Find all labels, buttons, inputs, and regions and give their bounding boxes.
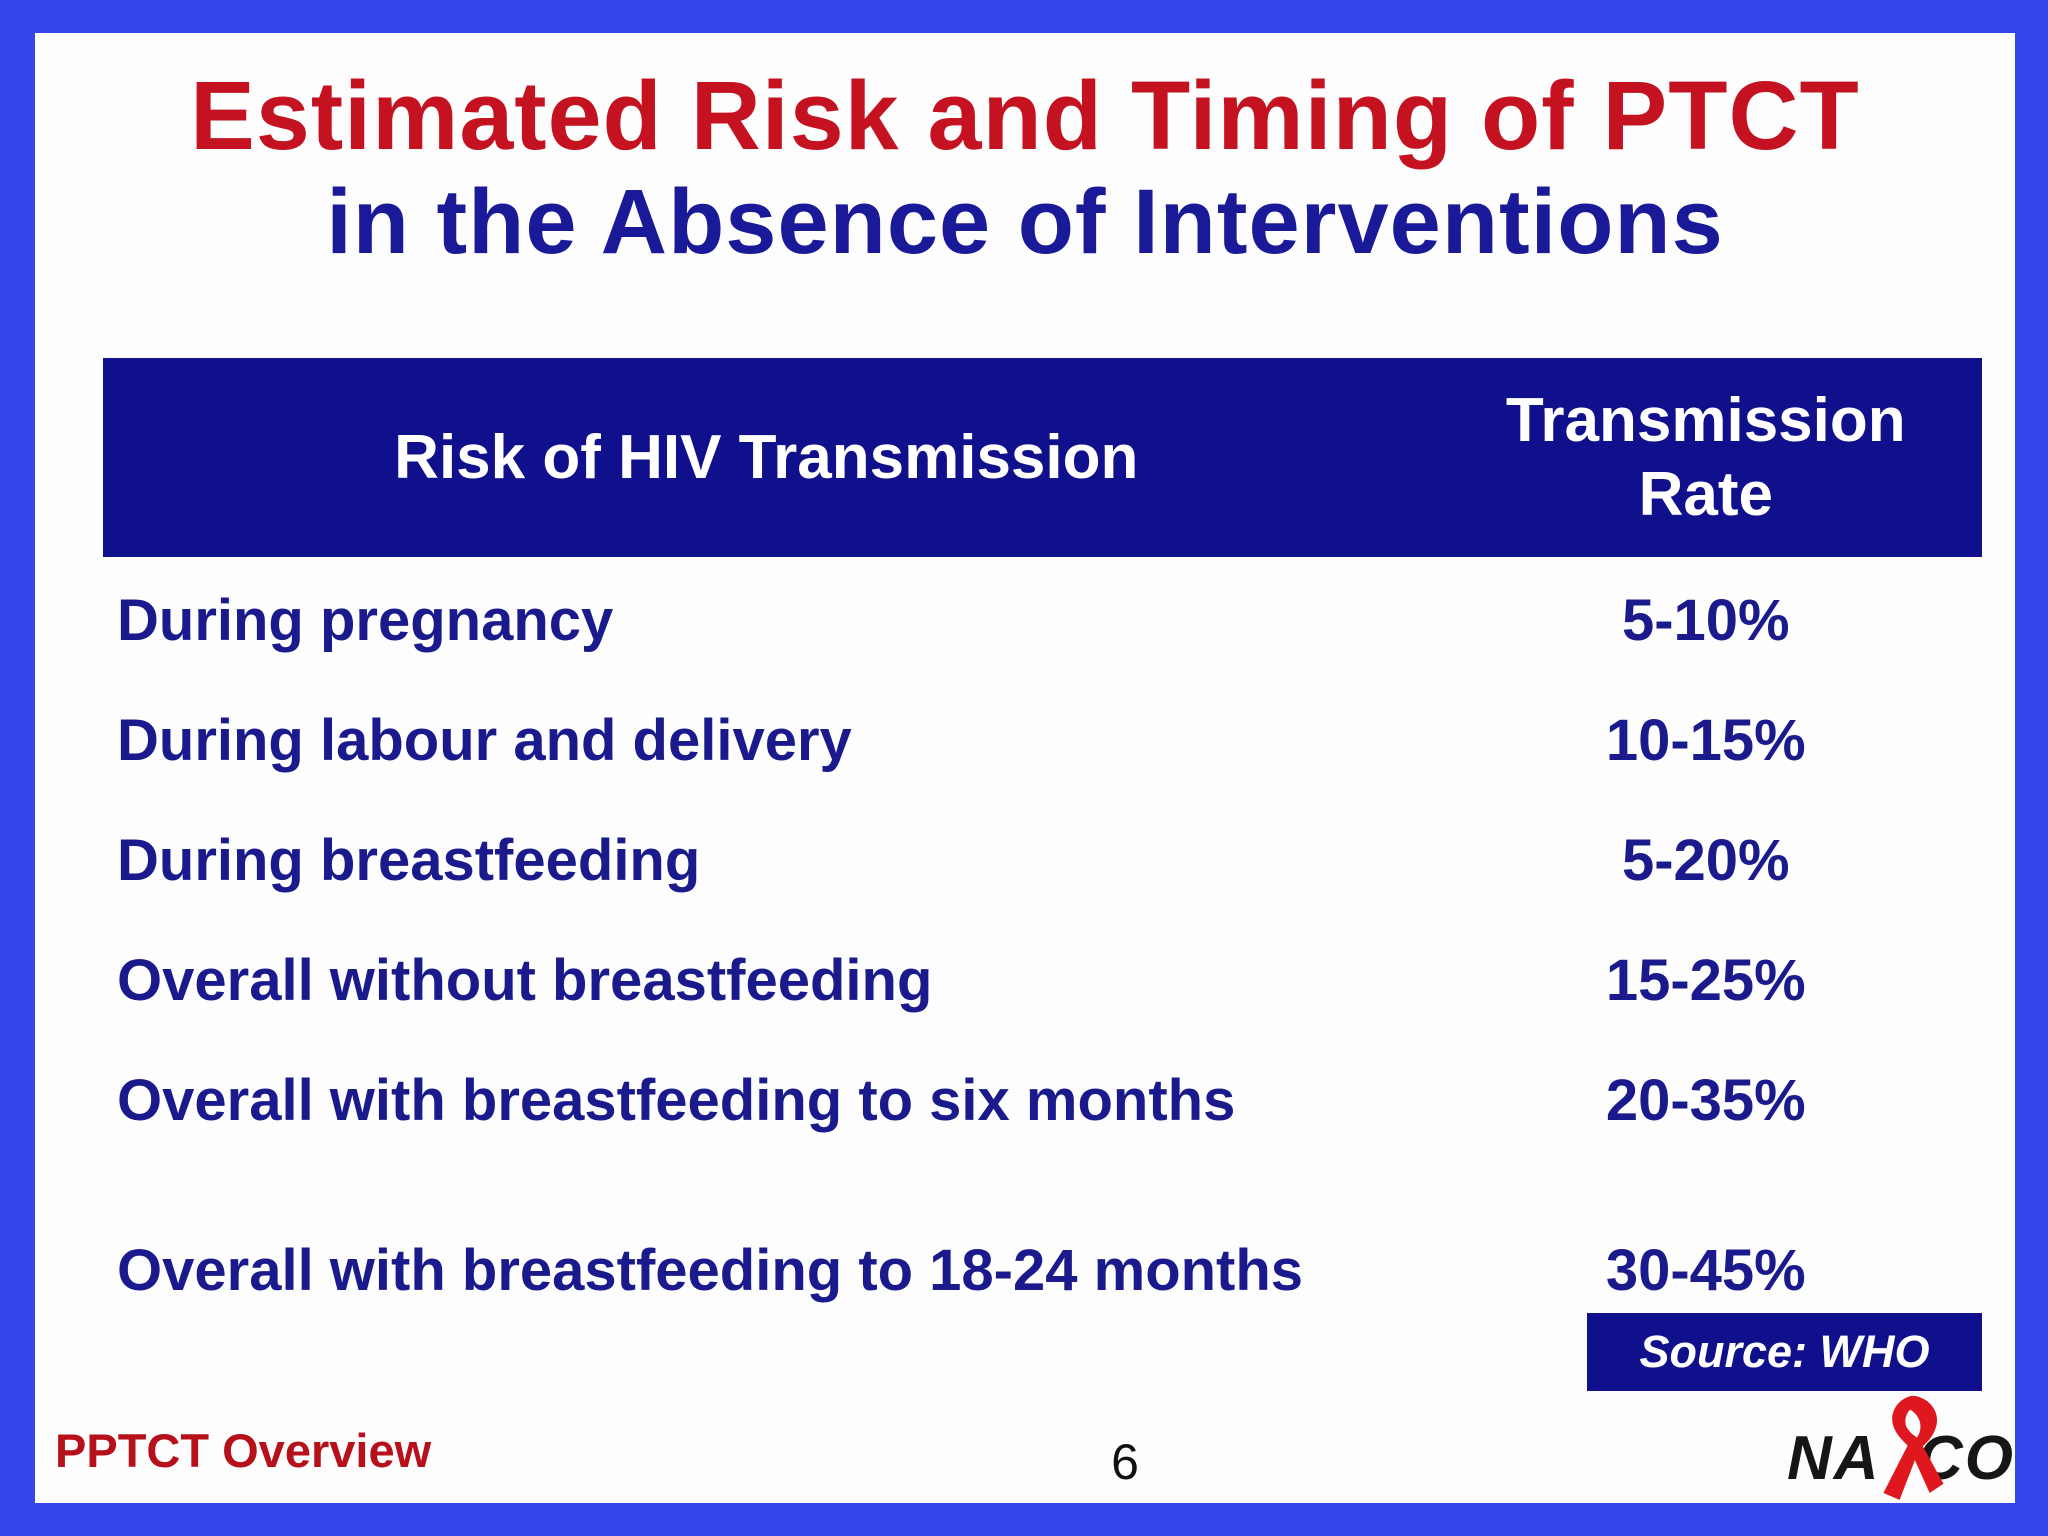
table-row: Overall with breastfeeding to six months… (103, 1040, 1982, 1160)
table-row: During pregnancy 5-10% (103, 560, 1982, 680)
footer-title: PPTCT Overview (55, 1424, 432, 1477)
table-header-rate-line1: Transmission (1505, 386, 1906, 456)
table-row-value: 10-15% (1605, 707, 1806, 773)
table-row-label: Overall with breastfeeding to 18-24 mont… (117, 1237, 1304, 1303)
table-header-bar: Risk of HIV Transmission Transmission Ra… (103, 358, 1982, 557)
table-body: During pregnancy 5-10% During labour and d… (103, 560, 1982, 1330)
slide-title: Estimated Risk and Timing of PTCT in the… (35, 61, 2015, 275)
table-row-label: During pregnancy (117, 587, 614, 653)
page-number: 6 (1111, 1434, 1139, 1490)
aids-ribbon-icon (1883, 1395, 1944, 1500)
table-row-value: 15-25% (1605, 947, 1806, 1013)
table-row-value: 5-20% (1621, 827, 1790, 893)
table-row: During labour and delivery 10-15% (103, 680, 1982, 800)
table-row-value: 30-45% (1605, 1237, 1806, 1303)
table-header-rate: Transmission Rate (1430, 358, 1982, 557)
table-row-label: Overall with breastfeeding to six months (117, 1067, 1236, 1133)
naco-logo-text-left: NA (1787, 1424, 1881, 1493)
table-row-label: During breastfeeding (117, 827, 701, 893)
table-row: Overall with breastfeeding to 18-24 mont… (103, 1210, 1982, 1330)
table-row-value: 20-35% (1605, 1067, 1806, 1133)
table-row: Overall without breastfeeding 15-25% (103, 920, 1982, 1040)
table-row-value: 5-10% (1621, 587, 1790, 653)
table-header-rate-line2: Rate (1638, 459, 1773, 529)
table-row-label: Overall without breastfeeding (117, 947, 933, 1013)
title-line-1: Estimated Risk and Timing of PTCT (190, 61, 1860, 170)
naco-logo: NA CO (1787, 1395, 2015, 1501)
table-header-risk: Risk of HIV Transmission (394, 423, 1139, 492)
title-line-2: in the Absence of Interventions (326, 170, 1724, 273)
slide-canvas: Estimated Risk and Timing of PTCT in the… (35, 33, 2015, 1503)
source-label: Source: WHO (1639, 1326, 1930, 1377)
table-row: During breastfeeding 5-20% (103, 800, 1982, 920)
source-box: Source: WHO (1587, 1313, 1982, 1391)
naco-logo-text: NA CO (1787, 1423, 2015, 1494)
table-row-label: During labour and delivery (117, 707, 852, 773)
